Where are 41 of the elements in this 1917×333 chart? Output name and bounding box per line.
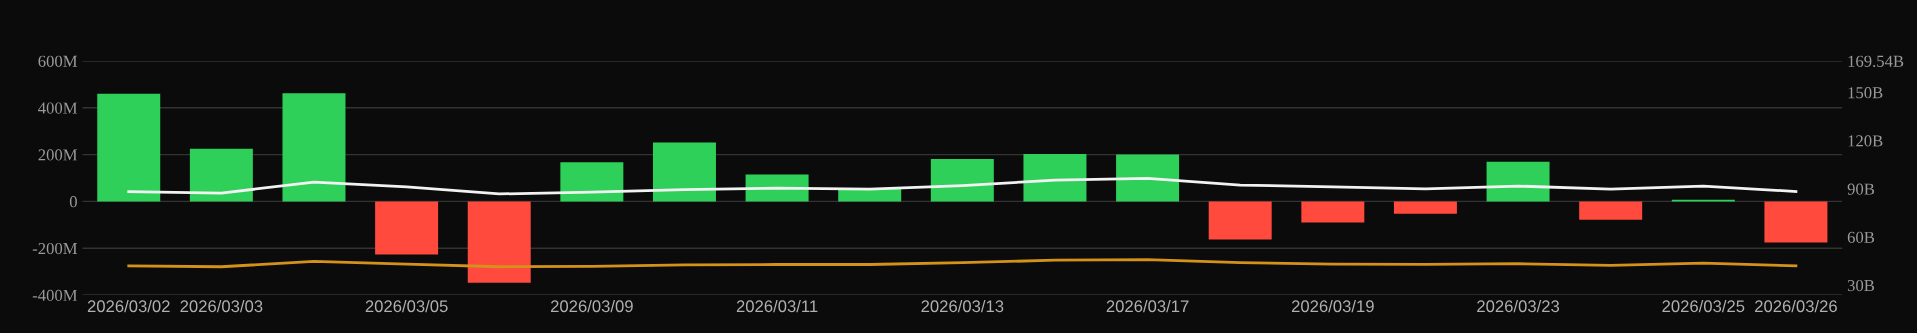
y-tick-label: 600M: [38, 55, 78, 67]
bar: [1208, 201, 1272, 240]
bar: [560, 162, 624, 202]
line-series: [127, 176, 1798, 196]
y-tick-label: 400M: [38, 102, 78, 114]
y-tick-label: -200M: [32, 242, 78, 255]
x-tick-label: 2026/03/17: [1106, 299, 1189, 313]
y-tick-label: 200M: [38, 149, 78, 161]
line-series: [127, 258, 1798, 269]
x-tick-label: 2026/03/05: [365, 299, 448, 313]
bar: [930, 159, 994, 202]
x-tick-label: 2026/03/13: [921, 299, 1004, 313]
x-tick-label: 2026/03/09: [550, 299, 633, 313]
y2-tick-label: 90B: [1847, 183, 1875, 195]
bar: [189, 148, 253, 202]
x-tick-label: 2026/03/26: [1755, 299, 1837, 313]
bar: [1393, 201, 1457, 214]
y-tick-label: 0: [69, 196, 77, 208]
x-tick-label: 2026/03/25: [1662, 299, 1745, 313]
y2-tick-label: 150B: [1848, 87, 1883, 99]
x-tick-label: 2026/03/23: [1477, 299, 1560, 313]
y2-tick-label: 169.54B: [1848, 55, 1904, 67]
x-tick-label: 2026/03/03: [180, 299, 263, 313]
bar: [1301, 201, 1365, 223]
bar: [282, 93, 346, 202]
y2-tick-label: 30B: [1847, 279, 1875, 292]
y2-tick-label: 60B: [1847, 231, 1875, 243]
bar: [1116, 154, 1180, 202]
bar: [375, 201, 439, 255]
bar: [1579, 201, 1643, 220]
bar: [97, 93, 161, 202]
y-tick-label: -400M: [32, 289, 78, 301]
bar: [1023, 154, 1087, 202]
x-tick-label: 2026/03/19: [1291, 299, 1374, 313]
x-tick-label: 2026/03/11: [736, 299, 818, 313]
bar: [1486, 161, 1550, 202]
y2-tick-label: 120B: [1848, 135, 1883, 147]
bar: [652, 142, 716, 202]
bar: [1764, 201, 1828, 243]
bar: [467, 201, 531, 283]
x-tick-label: 2026/03/02: [87, 299, 170, 313]
